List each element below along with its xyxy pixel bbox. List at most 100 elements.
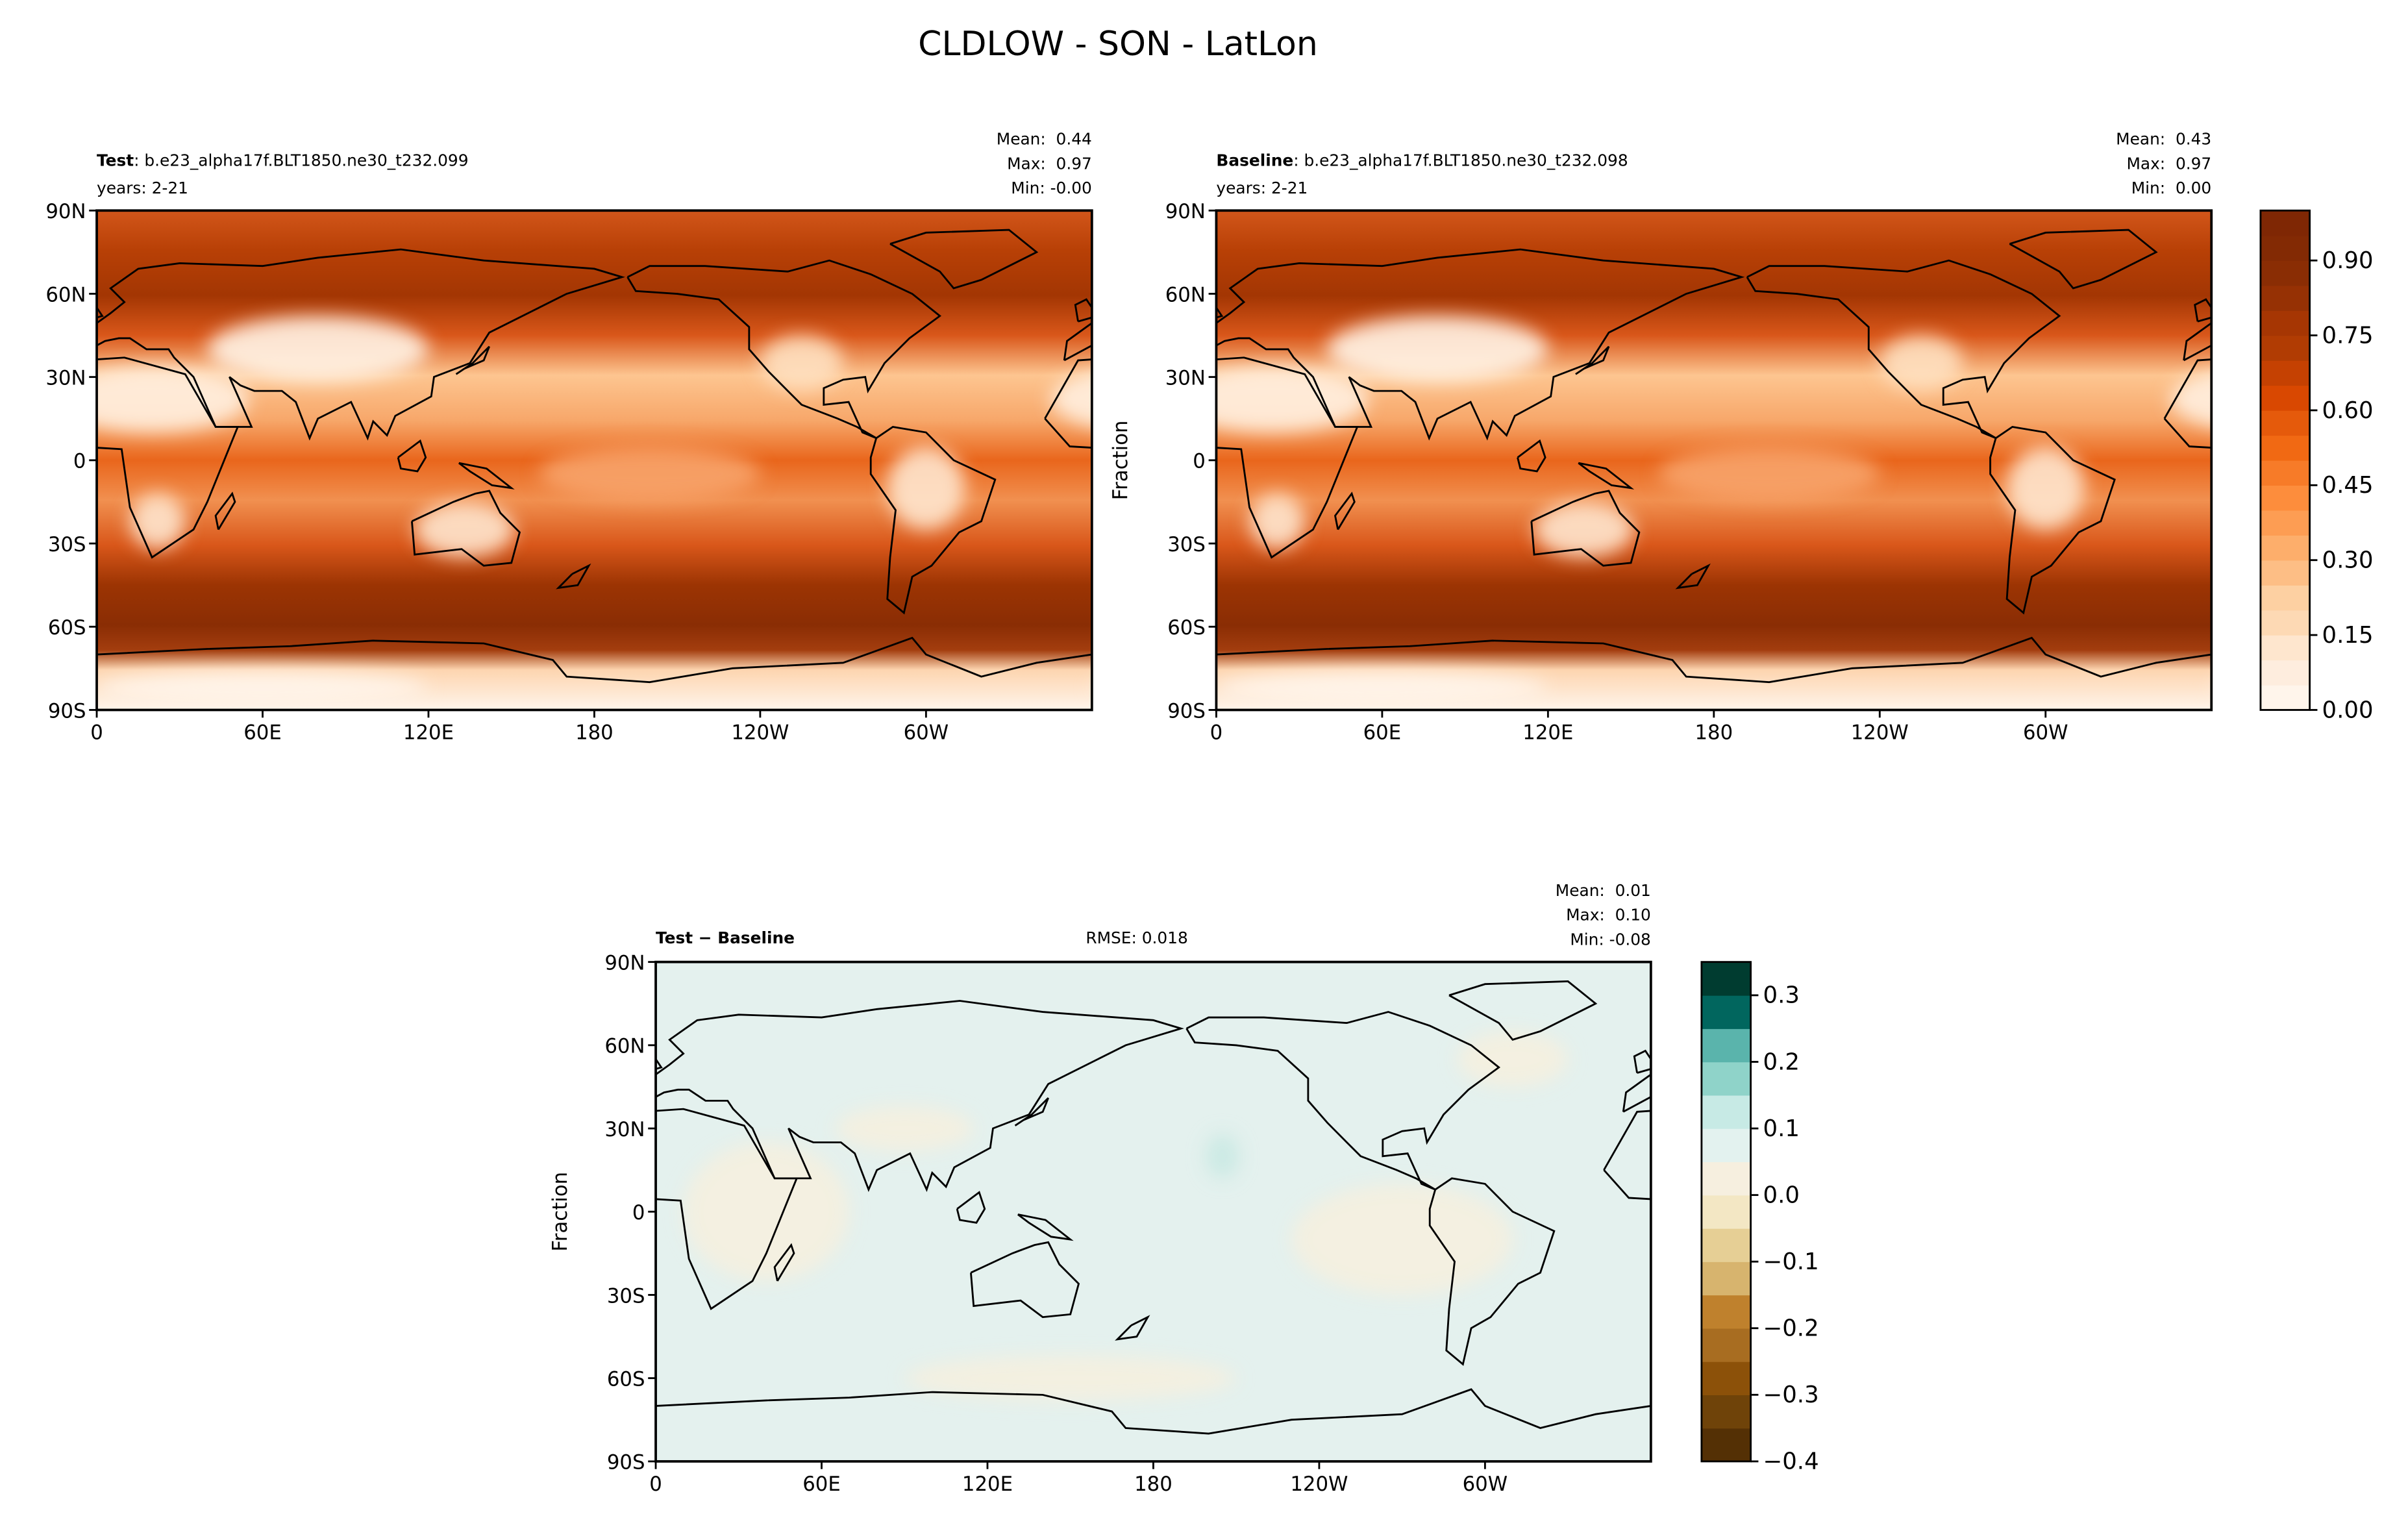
colorbar-band bbox=[1701, 1395, 1751, 1429]
stat-label: Mean: 0.43 bbox=[2116, 129, 2211, 148]
field-patch bbox=[760, 335, 843, 392]
colorbar-band bbox=[1701, 1228, 1751, 1262]
colorbar-tick-label: 0.75 bbox=[2322, 322, 2374, 349]
colorbar-band bbox=[1701, 1295, 1751, 1329]
colorbar-tick-label: 0.3 bbox=[1763, 982, 1800, 1009]
field-patch bbox=[1880, 335, 1963, 392]
y-axis-label: Fraction bbox=[549, 1172, 572, 1252]
colorbar-band bbox=[2260, 285, 2310, 311]
panel-name: Test bbox=[97, 151, 134, 170]
coastline bbox=[192, 1012, 504, 1190]
x-tick-label: 0 bbox=[649, 1473, 662, 1496]
coastline bbox=[455, 345, 490, 375]
coastline bbox=[397, 439, 427, 473]
coastline bbox=[1575, 345, 1610, 375]
x-tick-label: 120W bbox=[1851, 721, 1909, 744]
coastline bbox=[956, 1191, 986, 1224]
coastline bbox=[2113, 1317, 2143, 1339]
colorbar-band bbox=[1701, 1062, 1751, 1096]
y-tick-label: 0 bbox=[1193, 450, 1206, 473]
field-patch bbox=[207, 316, 428, 383]
y-tick-label: 90N bbox=[45, 200, 86, 223]
panel-title: Test: b.e23_alpha17f.BLT1850.ne30_t232.0… bbox=[97, 151, 469, 170]
colorbar-band bbox=[2260, 460, 2310, 486]
colorbar-band bbox=[2260, 685, 2310, 711]
colorbar-band bbox=[2260, 235, 2310, 261]
colorbar-band bbox=[2260, 535, 2310, 561]
field-patch bbox=[2287, 1184, 2408, 1295]
field-patch bbox=[1900, 1356, 2231, 1400]
colorbar-tick-label: −0.1 bbox=[1763, 1249, 1819, 1275]
colorbar-band bbox=[2260, 585, 2310, 611]
coastline bbox=[1675, 563, 1711, 590]
colorbar-band bbox=[2260, 360, 2310, 386]
coastline bbox=[434, 1178, 559, 1364]
field-patch bbox=[1457, 1031, 1569, 1087]
coastline bbox=[773, 1243, 795, 1282]
coastline bbox=[2330, 493, 2350, 529]
x-tick-label: 0 bbox=[1210, 721, 1223, 744]
colorbar-band bbox=[1701, 1328, 1751, 1362]
field-patch bbox=[1831, 1106, 1969, 1150]
y-tick-label: 0 bbox=[632, 1201, 645, 1224]
colorbar-band bbox=[2260, 610, 2310, 636]
coastline bbox=[1966, 1242, 2074, 1317]
coastline bbox=[410, 490, 521, 567]
coastline bbox=[889, 229, 1039, 290]
coastline bbox=[627, 259, 941, 440]
coastline bbox=[1952, 1192, 1980, 1223]
field-patch bbox=[1326, 316, 1548, 383]
coastline bbox=[970, 1241, 1080, 1319]
y-tick-label: 60N bbox=[1165, 283, 1206, 306]
coastline bbox=[1216, 248, 1745, 441]
x-tick-label: 60E bbox=[243, 721, 282, 744]
colorbar-band bbox=[1701, 962, 1751, 996]
colorbar-frame bbox=[2259, 209, 2311, 711]
x-tick-label: 0 bbox=[90, 721, 103, 744]
coastline bbox=[1115, 1315, 1150, 1341]
colorbar-tick-label: 0.60 bbox=[2322, 397, 2374, 424]
x-tick-label: 120W bbox=[731, 721, 789, 744]
field-patch bbox=[539, 446, 760, 502]
coastline bbox=[0, 1242, 84, 1317]
colorbar-band bbox=[2260, 435, 2310, 461]
coastline bbox=[0, 1001, 186, 1190]
x-tick-label: 120E bbox=[1522, 721, 1573, 744]
field-patch bbox=[1291, 1184, 1513, 1295]
coastline bbox=[1517, 439, 1546, 473]
coastline bbox=[2181, 1012, 2408, 1190]
panel-name: Test − Baseline bbox=[656, 928, 795, 947]
figure-title: CLDLOW - SON - LatLon bbox=[918, 25, 1318, 64]
y-tick-label: 30S bbox=[607, 1284, 645, 1308]
stat-label: Mean: 0.44 bbox=[997, 129, 1092, 148]
field-patch bbox=[1050, 371, 1092, 427]
field-patch bbox=[835, 1106, 974, 1151]
colorbar-band bbox=[2260, 510, 2310, 536]
coastline bbox=[97, 248, 625, 441]
colorbar-tick-label: 0.00 bbox=[2322, 697, 2374, 723]
y-tick-label: 90N bbox=[604, 951, 645, 975]
field-patch bbox=[904, 1356, 1237, 1400]
coastline bbox=[454, 981, 601, 1039]
colorbar-band bbox=[2260, 410, 2310, 436]
coastline bbox=[1448, 980, 1598, 1041]
stat-label: Min: 0.00 bbox=[2131, 179, 2211, 197]
coastline bbox=[1428, 1177, 1556, 1366]
x-tick-label: 180 bbox=[575, 721, 614, 744]
coastline bbox=[2010, 1098, 2043, 1126]
coastline bbox=[2013, 1215, 2066, 1240]
y-tick-label: 30S bbox=[1167, 533, 1206, 556]
coastline bbox=[656, 1388, 1651, 1435]
field-patches bbox=[1216, 316, 2212, 704]
stat-label: Min: -0.00 bbox=[1011, 179, 1092, 197]
colorbar-tick-label: 0.15 bbox=[2322, 622, 2374, 649]
y-tick-label: 60S bbox=[1167, 616, 1206, 640]
field-patch bbox=[2201, 1134, 2234, 1178]
field-patch bbox=[1216, 671, 1548, 704]
field-patch bbox=[1658, 446, 1880, 502]
field-patch bbox=[1534, 501, 1634, 558]
stat-label: Max: 0.97 bbox=[2126, 154, 2211, 173]
field-patch bbox=[97, 671, 428, 704]
map-panel bbox=[0, 962, 2408, 1461]
